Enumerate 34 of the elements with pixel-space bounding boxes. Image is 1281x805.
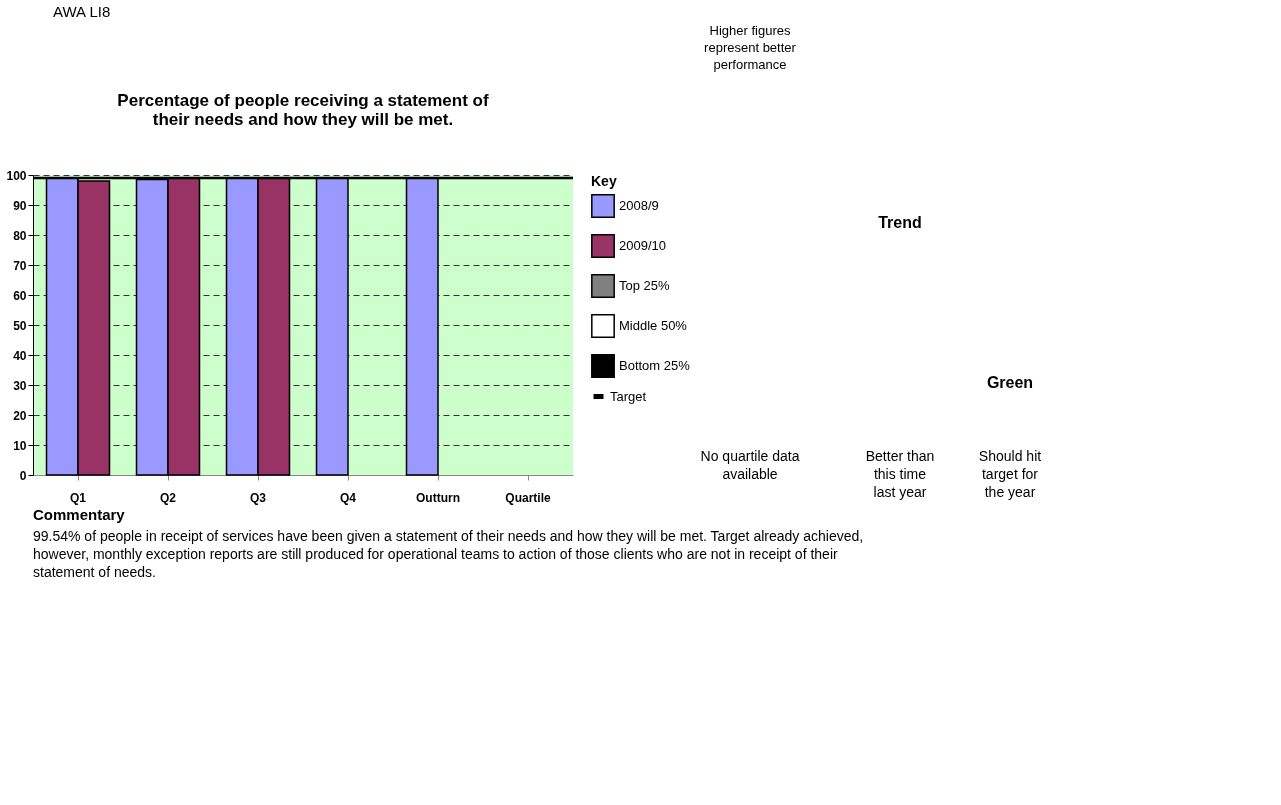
x-tick-label: Q2: [159, 490, 177, 505]
y-tick-label: 30: [13, 378, 27, 393]
y-tick-label: 20: [13, 408, 27, 423]
y-tick-label: 100: [6, 168, 27, 183]
legend-label: Target: [610, 388, 647, 404]
text: No quartile data available: [700, 448, 800, 482]
legend-label: 2009/10: [619, 238, 666, 253]
y-tick-label: 0: [19, 468, 27, 483]
text: 99.54% of people in receipt of services have been given a statement of their needs and how they will be met. Target already achieved, however, monthly exception reports are still produced for operational teams to action of those clients who are not in receipt of their statement of needs.: [33, 528, 864, 580]
y-tick-label: 90: [13, 198, 27, 213]
legend-label: Middle 50%: [619, 318, 688, 333]
text: Green: [986, 374, 1034, 391]
legend-label: Bottom 25%: [619, 358, 691, 373]
chart-title: Percentage of people receiving a statement of their needs and how they will be met.: [117, 91, 489, 129]
legend-label: 2008/9: [619, 198, 659, 213]
x-tick-label: Outturn: [416, 490, 460, 505]
x-tick-label: Quartile: [505, 490, 551, 505]
text: Higher figures represent better performance: [704, 23, 797, 72]
y-tick-label: 70: [13, 258, 27, 273]
text: AWA LI8: [53, 3, 111, 20]
text: Trend: [878, 214, 922, 231]
x-tick-label: Q1: [69, 490, 87, 505]
text: Better than this time last year: [865, 448, 935, 500]
y-tick-label: 10: [13, 438, 27, 453]
legend-label: Top 25%: [619, 278, 671, 293]
text: Should hit target for the year: [978, 448, 1042, 500]
y-tick-label: 40: [13, 348, 27, 363]
x-tick-label: Q4: [339, 490, 357, 505]
legend-title: Key: [591, 173, 617, 189]
y-tick-label: 80: [13, 228, 27, 243]
y-tick-label: 50: [13, 318, 27, 333]
text: Commentary: [33, 506, 126, 523]
x-tick-label: Q3: [249, 490, 267, 505]
y-tick-label: 60: [13, 288, 27, 303]
